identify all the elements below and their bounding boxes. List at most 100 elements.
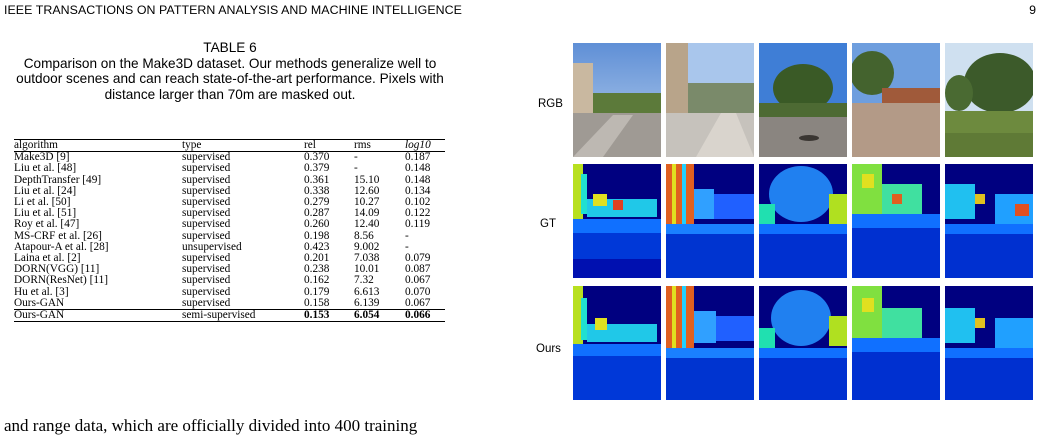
cell-algorithm: Ours-GAN bbox=[14, 296, 65, 309]
page-number: 9 bbox=[1029, 3, 1036, 17]
table-row: Make3D [9] supervised 0.370 - 0.187 bbox=[14, 152, 445, 164]
cell-rel: 0.179 bbox=[304, 285, 330, 298]
table-row: DORN(VGG) [11] supervised 0.238 10.01 0.087 bbox=[14, 263, 445, 276]
cell-log10: 0.134 bbox=[405, 184, 431, 197]
table-row: Li et al. [50] supervised 0.279 10.27 0.102 bbox=[14, 196, 445, 209]
ours-depth-3 bbox=[759, 286, 847, 400]
row-label-rgb: RGB bbox=[538, 98, 563, 110]
cell-rel: 0.361 bbox=[304, 173, 330, 186]
cell-rel: 0.158 bbox=[304, 296, 330, 309]
cell-log10: 0.067 bbox=[405, 274, 431, 287]
table-body: Make3D [9] supervised 0.370-0.187 Liu et al… bbox=[14, 152, 445, 322]
cell-rel: 0.201 bbox=[304, 252, 330, 265]
cell-algorithm: Laina et al. [2] bbox=[14, 252, 81, 265]
table-row: Liu et al. [51] supervised 0.287 14.09 0.122 bbox=[14, 207, 445, 220]
cell-rms: 7.038 bbox=[354, 252, 380, 265]
col-header-rel: rel bbox=[304, 139, 316, 151]
cell-rms: 10.27 bbox=[354, 196, 380, 209]
cell-rms: - bbox=[354, 162, 358, 175]
cell-type: supervised bbox=[182, 207, 231, 220]
cell-log10: 0.148 bbox=[405, 162, 431, 175]
cell-type: supervised bbox=[182, 218, 231, 231]
cell-rel: 0.379 bbox=[304, 162, 330, 175]
table-row: Ours-GAN semi-supervised 0.153 6.054 0.066 bbox=[14, 309, 445, 322]
cell-algorithm: Hu et al. [3] bbox=[14, 285, 69, 298]
cell-log10: 0.079 bbox=[405, 252, 431, 265]
table-row: DepthTransfer [49] supervised 0.361 15.10 0.… bbox=[14, 173, 445, 186]
cell-rel: 0.260 bbox=[304, 218, 330, 231]
cell-algorithm: DORN(VGG) [11] bbox=[14, 263, 100, 276]
cell-rms: 9.002 bbox=[354, 240, 380, 253]
cell-type: supervised bbox=[182, 162, 231, 175]
table-row: MS-CRF et al. [26] supervised 0.198 8.56 - bbox=[14, 229, 445, 242]
cell-rms: 14.09 bbox=[354, 207, 380, 220]
cell-type: supervised bbox=[182, 229, 231, 242]
cell-algorithm: Liu et al. [24] bbox=[14, 184, 77, 197]
table-row: Laina et al. [2] supervised 0.201 7.038 0.07… bbox=[14, 252, 445, 265]
cell-algorithm: Li et al. [50] bbox=[14, 196, 71, 209]
cell-rel: 0.238 bbox=[304, 263, 330, 276]
cell-rms: 6.139 bbox=[354, 296, 380, 309]
table-row: Liu et al. [24] supervised 0.338 12.60 0.134 bbox=[14, 184, 445, 197]
rgb-image-4 bbox=[852, 43, 940, 157]
table-number: TABLE 6 bbox=[203, 40, 257, 55]
table-header-row: algorithm type rel rms log10 bbox=[14, 139, 445, 152]
cell-type: unsupervised bbox=[182, 240, 242, 253]
table-row: Liu et al. [48] supervised 0.379 - 0.148 bbox=[14, 162, 445, 175]
cell-algorithm: Liu et al. [51] bbox=[14, 207, 77, 220]
cell-rel: 0.370 bbox=[304, 151, 330, 164]
col-header-algorithm: algorithm bbox=[14, 139, 58, 151]
table-row: Roy et al. [47] supervised 0.260 12.40 0.119 bbox=[14, 218, 445, 231]
results-table: algorithm type rel rms log10 Make3D [9] s… bbox=[14, 139, 445, 322]
cell-algorithm: Liu et al. [48] bbox=[14, 162, 77, 175]
ours-depth-2 bbox=[666, 286, 754, 400]
table-row: Hu et al. [3] supervised 0.179 6.613 0.070 bbox=[14, 285, 445, 298]
cell-log10: - bbox=[405, 229, 409, 242]
cell-log10: 0.122 bbox=[405, 207, 431, 220]
rgb-image-2 bbox=[666, 43, 754, 157]
cell-rms: 8.56 bbox=[354, 229, 374, 242]
cell-log10: - bbox=[405, 240, 409, 253]
rgb-image-5 bbox=[945, 43, 1033, 157]
cell-algorithm: DepthTransfer [49] bbox=[14, 173, 102, 186]
cell-rms: 12.40 bbox=[354, 218, 380, 231]
body-paragraph: and range data, which are officially div… bbox=[4, 416, 418, 435]
cell-type: supervised bbox=[182, 274, 231, 287]
cell-algorithm: Make3D [9] bbox=[14, 151, 70, 164]
cell-rel: 0.338 bbox=[304, 184, 330, 197]
cell-rel: 0.279 bbox=[304, 196, 330, 209]
col-header-rms: rms bbox=[354, 139, 371, 151]
cell-log10: 0.087 bbox=[405, 263, 431, 276]
cell-type: supervised bbox=[182, 296, 231, 309]
ours-depth-5 bbox=[945, 286, 1033, 400]
col-header-log10: log10 bbox=[405, 139, 431, 151]
cell-rel: 0.153 bbox=[304, 309, 330, 322]
table-caption: TABLE 6 Comparison on the Make3D dataset… bbox=[0, 40, 460, 102]
running-header: IEEE TRANSACTIONS ON PATTERN ANALYSIS AN… bbox=[4, 3, 462, 17]
ours-depth-4 bbox=[852, 286, 940, 400]
cell-type: supervised bbox=[182, 173, 231, 186]
cell-rms: 10.01 bbox=[354, 263, 380, 276]
cell-rms: 12.60 bbox=[354, 184, 380, 197]
caption-text: Comparison on the Make3D dataset. Our me… bbox=[16, 55, 444, 102]
cell-log10: 0.119 bbox=[405, 218, 430, 231]
gt-depth-1 bbox=[573, 164, 661, 278]
cell-log10: 0.066 bbox=[405, 309, 431, 322]
cell-log10: 0.067 bbox=[405, 296, 431, 309]
cell-log10: 0.148 bbox=[405, 173, 431, 186]
cell-rms: 6.054 bbox=[354, 309, 380, 322]
cell-rel: 0.162 bbox=[304, 274, 330, 287]
cell-rel: 0.198 bbox=[304, 229, 330, 242]
row-label-ours: Ours bbox=[536, 343, 561, 355]
table-row: Ours-GAN supervised 0.158 6.139 0.067 bbox=[14, 296, 445, 310]
ours-depth-1 bbox=[573, 286, 661, 400]
cell-algorithm: DORN(ResNet) [11] bbox=[14, 274, 109, 287]
cell-rms: - bbox=[354, 151, 358, 164]
table-row: DORN(ResNet) [11] supervised 0.162 7.32 0.06… bbox=[14, 274, 445, 287]
gt-depth-2 bbox=[666, 164, 754, 278]
gt-depth-3 bbox=[759, 164, 847, 278]
cell-rel: 0.287 bbox=[304, 207, 330, 220]
cell-type: supervised bbox=[182, 184, 231, 197]
cell-log10: 0.187 bbox=[405, 151, 431, 164]
cell-algorithm: MS-CRF et al. [26] bbox=[14, 229, 102, 242]
